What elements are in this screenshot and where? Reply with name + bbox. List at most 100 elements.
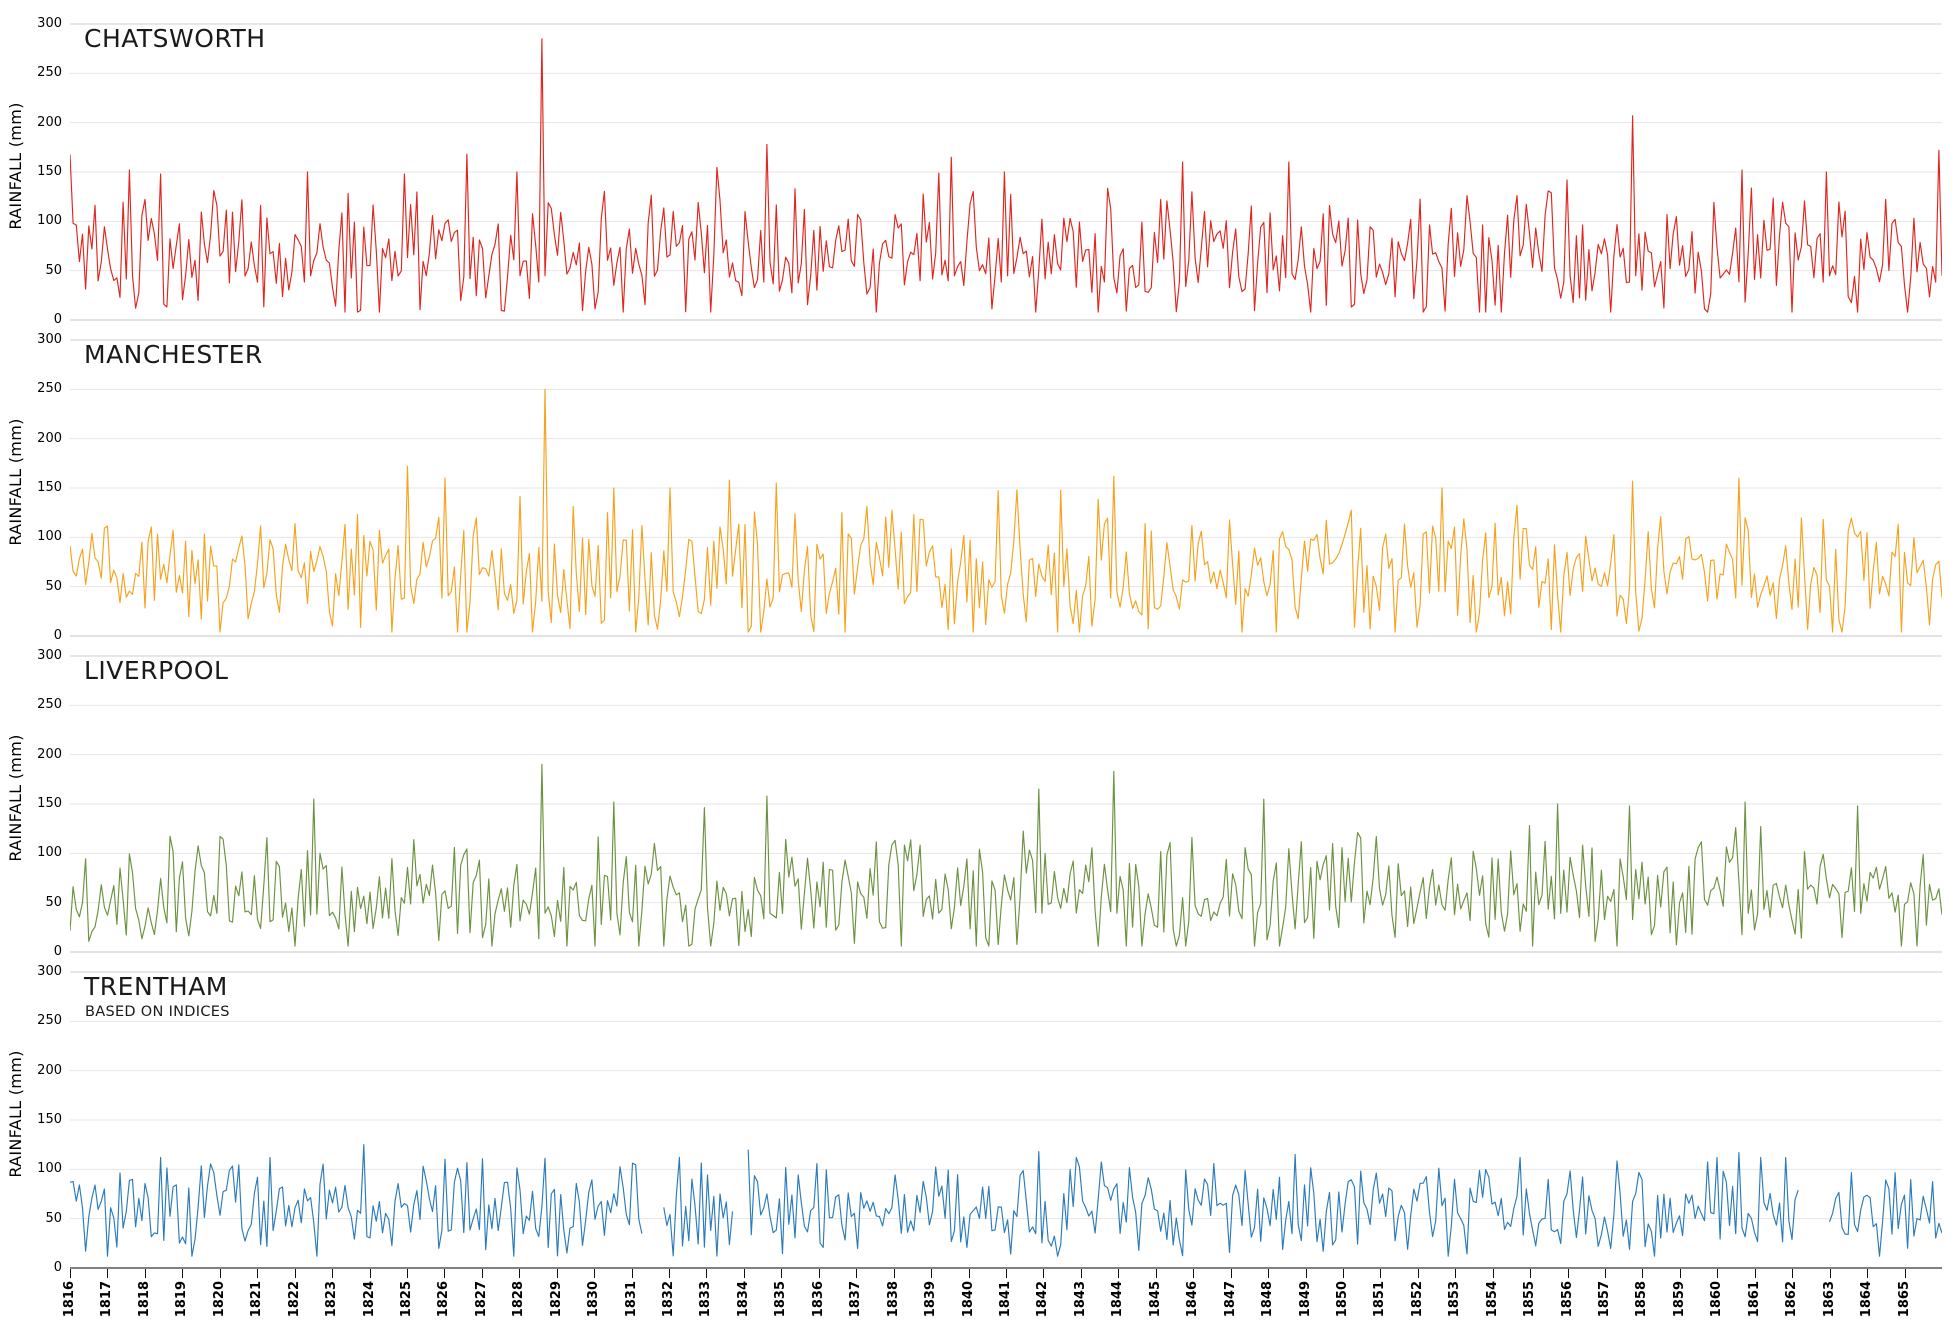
x-tick-label: 1859: [1671, 1281, 1687, 1318]
x-tick-label: 1820: [211, 1281, 227, 1318]
liverpool-line-plot: [70, 655, 1942, 953]
x-tick-mark: [444, 1269, 446, 1278]
x-tick-label: 1855: [1522, 1281, 1538, 1318]
x-tick-mark: [1754, 1269, 1756, 1278]
x-tick-label: 1864: [1859, 1281, 1875, 1318]
rainfall-line-liverpool: [70, 763, 1942, 947]
x-tick-mark: [144, 1269, 146, 1278]
x-tick-mark: [332, 1269, 334, 1278]
x-tick-mark: [968, 1269, 970, 1278]
x-tick-mark: [1118, 1269, 1120, 1278]
trentham-line-plot: [70, 971, 1942, 1269]
x-tick-mark: [70, 1269, 71, 1278]
x-tick-mark: [818, 1269, 820, 1278]
y-tick-label: 50: [45, 262, 62, 278]
x-tick-label: 1832: [661, 1281, 677, 1318]
x-tick-mark: [1829, 1269, 1831, 1278]
y-tick-label: 200: [37, 430, 62, 446]
x-tick-mark: [743, 1269, 745, 1278]
panel-title-trentham: TRENTHAM: [84, 972, 228, 1001]
x-tick-mark: [631, 1269, 633, 1278]
x-tick-label: 1858: [1634, 1281, 1650, 1318]
x-tick-mark: [1867, 1269, 1869, 1278]
y-tick-label: 150: [37, 480, 62, 495]
x-tick-mark: [406, 1269, 408, 1278]
x-tick-label: 1821: [249, 1281, 265, 1318]
y-tick-label: 50: [45, 894, 62, 910]
x-tick-label: 1837: [848, 1281, 864, 1318]
x-tick-label: 1861: [1746, 1281, 1762, 1318]
x-tick-mark: [369, 1269, 371, 1278]
x-tick-mark: [1492, 1269, 1494, 1278]
x-tick-label: 1857: [1597, 1281, 1613, 1318]
x-tick-mark: [1679, 1269, 1681, 1278]
x-tick-mark: [1417, 1269, 1419, 1278]
x-tick-mark: [257, 1269, 259, 1278]
y-tick-label: 250: [37, 697, 62, 713]
x-tick-label: 1841: [998, 1281, 1013, 1318]
x-tick-label: 1844: [1110, 1281, 1126, 1318]
y-tick-label: 0: [53, 944, 62, 959]
panel-liverpool: RAINFALL (mm) 0 50 100 150 200 250 300 LIVERPO…: [0, 640, 1956, 959]
y-tick-label: 100: [37, 213, 62, 229]
x-tick-mark: [1380, 1269, 1382, 1278]
x-tick-mark: [594, 1269, 596, 1278]
x-tick-mark: [781, 1269, 783, 1278]
x-tick-label: 1865: [1896, 1281, 1912, 1318]
x-tick-mark: [1904, 1269, 1906, 1278]
y-tick-label: 250: [37, 65, 62, 81]
x-tick-label: 1828: [511, 1281, 527, 1318]
x-tick-mark: [1567, 1269, 1569, 1278]
panel-trentham: RAINFALL (mm) 0 50 100 150 200 250 300 TRENTHA…: [0, 956, 1956, 1275]
x-tick-mark: [669, 1269, 671, 1278]
y-tick-label: 300: [37, 648, 62, 663]
y-tick-label: 50: [45, 1210, 62, 1226]
x-tick-mark: [1193, 1269, 1195, 1278]
x-axis: 1816 1817 1818 1819 1820 1821 1822 1823 1824 1825…: [0, 1269, 1956, 1338]
y-tick-label: 250: [37, 381, 62, 397]
x-tick-label: 1835: [773, 1281, 789, 1318]
x-tick-mark: [931, 1269, 933, 1278]
y-tick-label: 0: [53, 628, 62, 643]
y-tick-label: 250: [37, 1013, 62, 1029]
chatsworth-line-plot: [70, 23, 1942, 321]
x-tick-label: 1842: [1035, 1281, 1051, 1318]
x-tick-mark: [1605, 1269, 1607, 1278]
x-tick-mark: [893, 1269, 895, 1278]
x-tick-mark: [1268, 1269, 1270, 1278]
y-tick-label: 100: [37, 1161, 62, 1177]
x-tick-label: 1824: [361, 1281, 377, 1318]
y-tick-label: 300: [37, 16, 62, 31]
x-tick-mark: [519, 1269, 521, 1278]
x-tick-mark: [481, 1269, 483, 1278]
x-tick-label: 1822: [286, 1281, 302, 1318]
y-tick-label: 50: [45, 578, 62, 594]
x-tick-label: 1826: [436, 1281, 452, 1318]
x-tick-label: 1843: [1072, 1281, 1088, 1318]
x-tick-mark: [1455, 1269, 1457, 1278]
x-tick-mark: [1792, 1269, 1794, 1278]
x-tick-mark: [294, 1269, 296, 1278]
x-tick-label: 1856: [1559, 1281, 1575, 1318]
x-tick-mark: [1530, 1269, 1532, 1278]
x-tick-label: 1834: [735, 1281, 751, 1318]
x-tick-label: 1862: [1784, 1281, 1800, 1318]
x-tick-mark: [1342, 1269, 1344, 1278]
x-tick-label: 1847: [1222, 1281, 1238, 1318]
x-tick-mark: [1717, 1269, 1719, 1278]
x-tick-label: 1840: [960, 1281, 976, 1318]
x-tick-mark: [1305, 1269, 1307, 1278]
x-tick-mark: [1642, 1269, 1644, 1278]
x-tick-label: 1827: [473, 1281, 489, 1318]
x-tick-mark: [1230, 1269, 1232, 1278]
x-tick-label: 1839: [923, 1281, 939, 1318]
rainfall-line-manchester: [70, 388, 1942, 633]
rainfall-line-trentham: [70, 1144, 1942, 1257]
y-tick-label: 200: [37, 746, 62, 762]
panel-title-manchester: MANCHESTER: [84, 340, 263, 369]
x-tick-mark: [1006, 1269, 1007, 1278]
x-tick-label: 1830: [586, 1281, 602, 1318]
y-tick-label: 100: [37, 529, 62, 545]
x-tick-mark: [856, 1269, 858, 1278]
